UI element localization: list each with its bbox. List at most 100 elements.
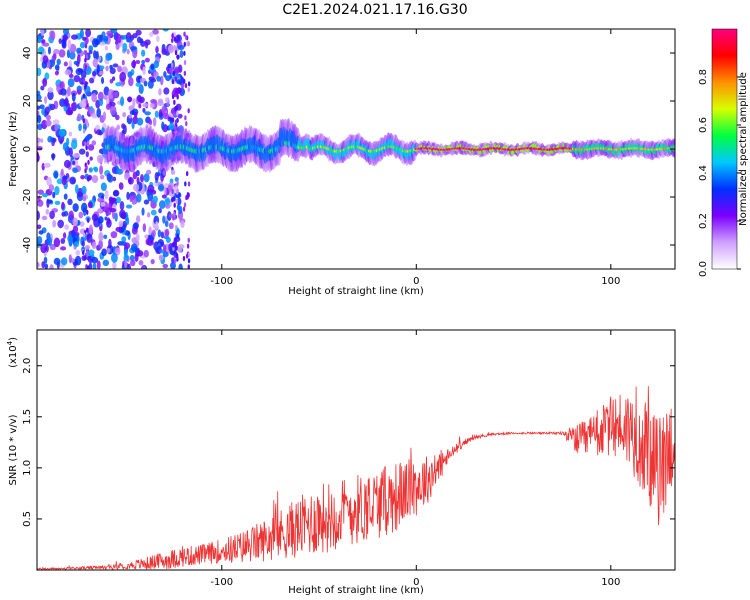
streak-blob [176,233,180,239]
noise-blob [68,254,72,264]
noise-blob [79,29,84,39]
snr-scale-close: ) [8,337,19,341]
streak-blob [171,33,174,39]
noise-blob [54,70,59,76]
streak-blob [187,108,190,114]
noise-blob [45,208,50,215]
streak-blob [82,78,86,84]
noise-blob [126,96,133,103]
noise-blob [69,51,76,60]
noise-blob [52,219,57,228]
noise-blob [96,260,101,269]
streak-blob [86,234,90,240]
streak-blob [186,192,190,198]
spectrogram-x-label: Height of straight line (km) [288,286,424,297]
noise-blob [81,185,87,195]
streak-blob [87,176,90,182]
noise-blob [43,256,48,264]
noise-blob [171,257,175,264]
noise-blob [85,151,89,158]
snr-scale-exponent: 4 [6,340,14,345]
noise-blob [37,210,41,221]
noise-blob [56,83,60,93]
noise-blob [48,184,55,192]
noise-blob [64,69,72,76]
noise-blob [49,210,55,220]
streak-blob [172,169,176,175]
noise-blob [152,117,157,127]
noise-blob [133,222,139,230]
streak-blob [176,110,179,116]
noise-blob [121,212,127,220]
noise-blob [45,114,52,121]
noise-blob [132,97,136,108]
noise-blob [108,196,114,203]
noise-blob [58,128,66,137]
streak-blob [183,59,187,65]
noise-blob [145,169,152,175]
noise-blob [61,177,67,186]
noise-blob [152,29,159,35]
noise-blob [37,261,40,268]
noise-blob [162,215,166,224]
streak-blob [86,227,89,233]
noise-blob [103,94,108,100]
noise-blob [52,119,60,126]
noise-blob [67,198,73,206]
noise-blob [91,256,99,264]
noise-blob [64,97,69,107]
noise-blob [107,174,114,183]
noise-blob [153,60,160,69]
noise-blob [105,65,109,72]
streak-blob [187,258,191,264]
streak-blob [86,140,90,146]
noise-blob [148,119,153,126]
noise-blob [73,74,81,83]
noise-blob [85,29,92,38]
noise-blob [109,208,117,213]
noise-blob [175,87,183,94]
streak-blob [173,36,177,42]
noise-blob [77,113,82,122]
noise-blob [169,178,174,184]
noise-blob [74,255,82,266]
streak-blob [176,54,180,60]
noise-blob [155,247,159,252]
streak-blob [171,94,175,100]
noise-blob [61,211,66,217]
noise-blob [88,224,93,235]
streak-blob [171,79,175,85]
noise-blob [62,142,69,152]
noise-blob [150,209,157,216]
streak-blob [176,256,179,262]
noise-blob [52,191,56,199]
noise-blob [132,171,138,180]
noise-blob [119,201,125,211]
noise-blob [80,70,87,79]
noise-blob [148,226,152,236]
streak-blob [174,50,178,56]
noise-blob [165,75,172,82]
noise-blob [134,112,138,118]
noise-blob [71,92,76,102]
noise-blob [127,71,133,78]
noise-blob [130,46,137,51]
noise-blob [52,137,57,143]
noise-blob [167,184,173,192]
noise-blob [169,261,176,269]
noise-blob [109,67,116,75]
noise-blob [75,249,81,256]
noise-blob [60,246,67,251]
streak-blob [187,264,190,269]
noise-blob [123,172,131,181]
noise-blob [37,137,41,143]
noise-blob [161,105,166,115]
streak-blob [186,41,189,47]
noise-blob [156,75,162,82]
noise-blob [67,78,75,88]
streak-blob [183,202,187,208]
noise-blob [43,162,51,168]
noise-blob [132,48,138,59]
noise-blob [76,47,82,54]
noise-blob [158,208,162,214]
